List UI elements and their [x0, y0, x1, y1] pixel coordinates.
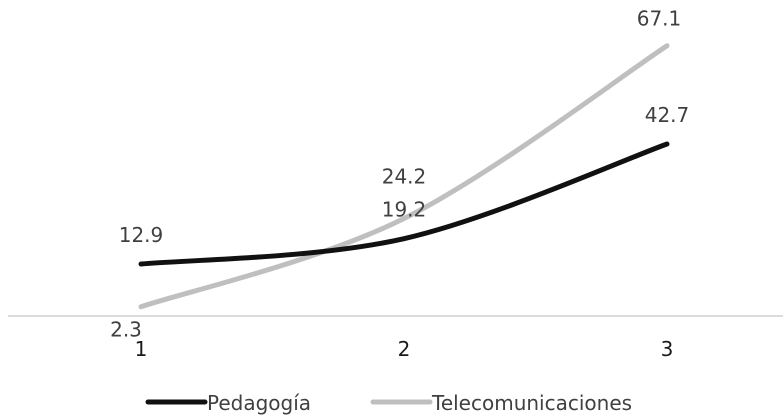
data-label-pedagogia: 12.9 — [119, 223, 164, 247]
data-label-telecomunicaciones: 67.1 — [637, 7, 682, 31]
x-tick-label: 2 — [398, 337, 411, 361]
legend: Pedagogía Telecomunicaciones — [145, 391, 632, 415]
x-tick-label: 1 — [135, 337, 148, 361]
data-label-telecomunicaciones: 2.3 — [110, 318, 142, 342]
data-label-layer: 2.3 24.2 67.1 12.9 19.2 42.7 — [110, 7, 689, 342]
data-label-pedagogia: 42.7 — [645, 103, 690, 127]
data-label-telecomunicaciones: 24.2 — [382, 165, 427, 189]
legend-label-pedagogia: Pedagogía — [207, 391, 311, 415]
x-tick-label: 3 — [661, 337, 674, 361]
series-line-telecomunicaciones — [138, 43, 670, 310]
legend-label-telecomunicaciones: Telecomunicaciones — [431, 391, 632, 415]
data-label-pedagogia: 19.2 — [382, 198, 427, 222]
series-line-pedagogia — [138, 141, 670, 267]
series-layer — [138, 43, 670, 310]
